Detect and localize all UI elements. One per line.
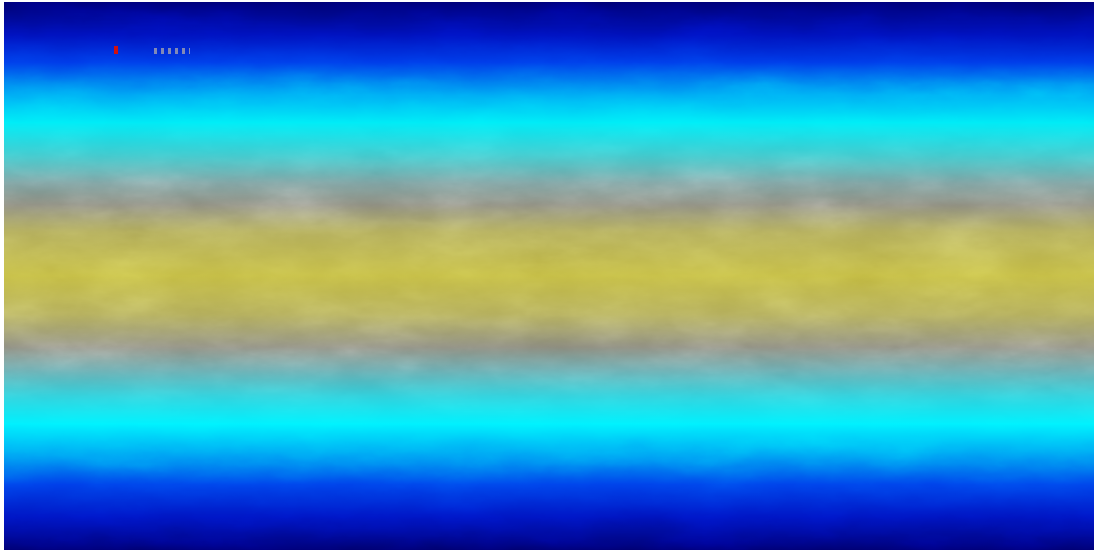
texture-frame [4,2,1094,550]
marker-dots [154,48,190,54]
noise [4,2,1094,550]
marker [114,46,118,54]
page: (() => { const data = JSON.parse(documen… [0,0,1096,552]
noise-overlay [4,2,1094,550]
